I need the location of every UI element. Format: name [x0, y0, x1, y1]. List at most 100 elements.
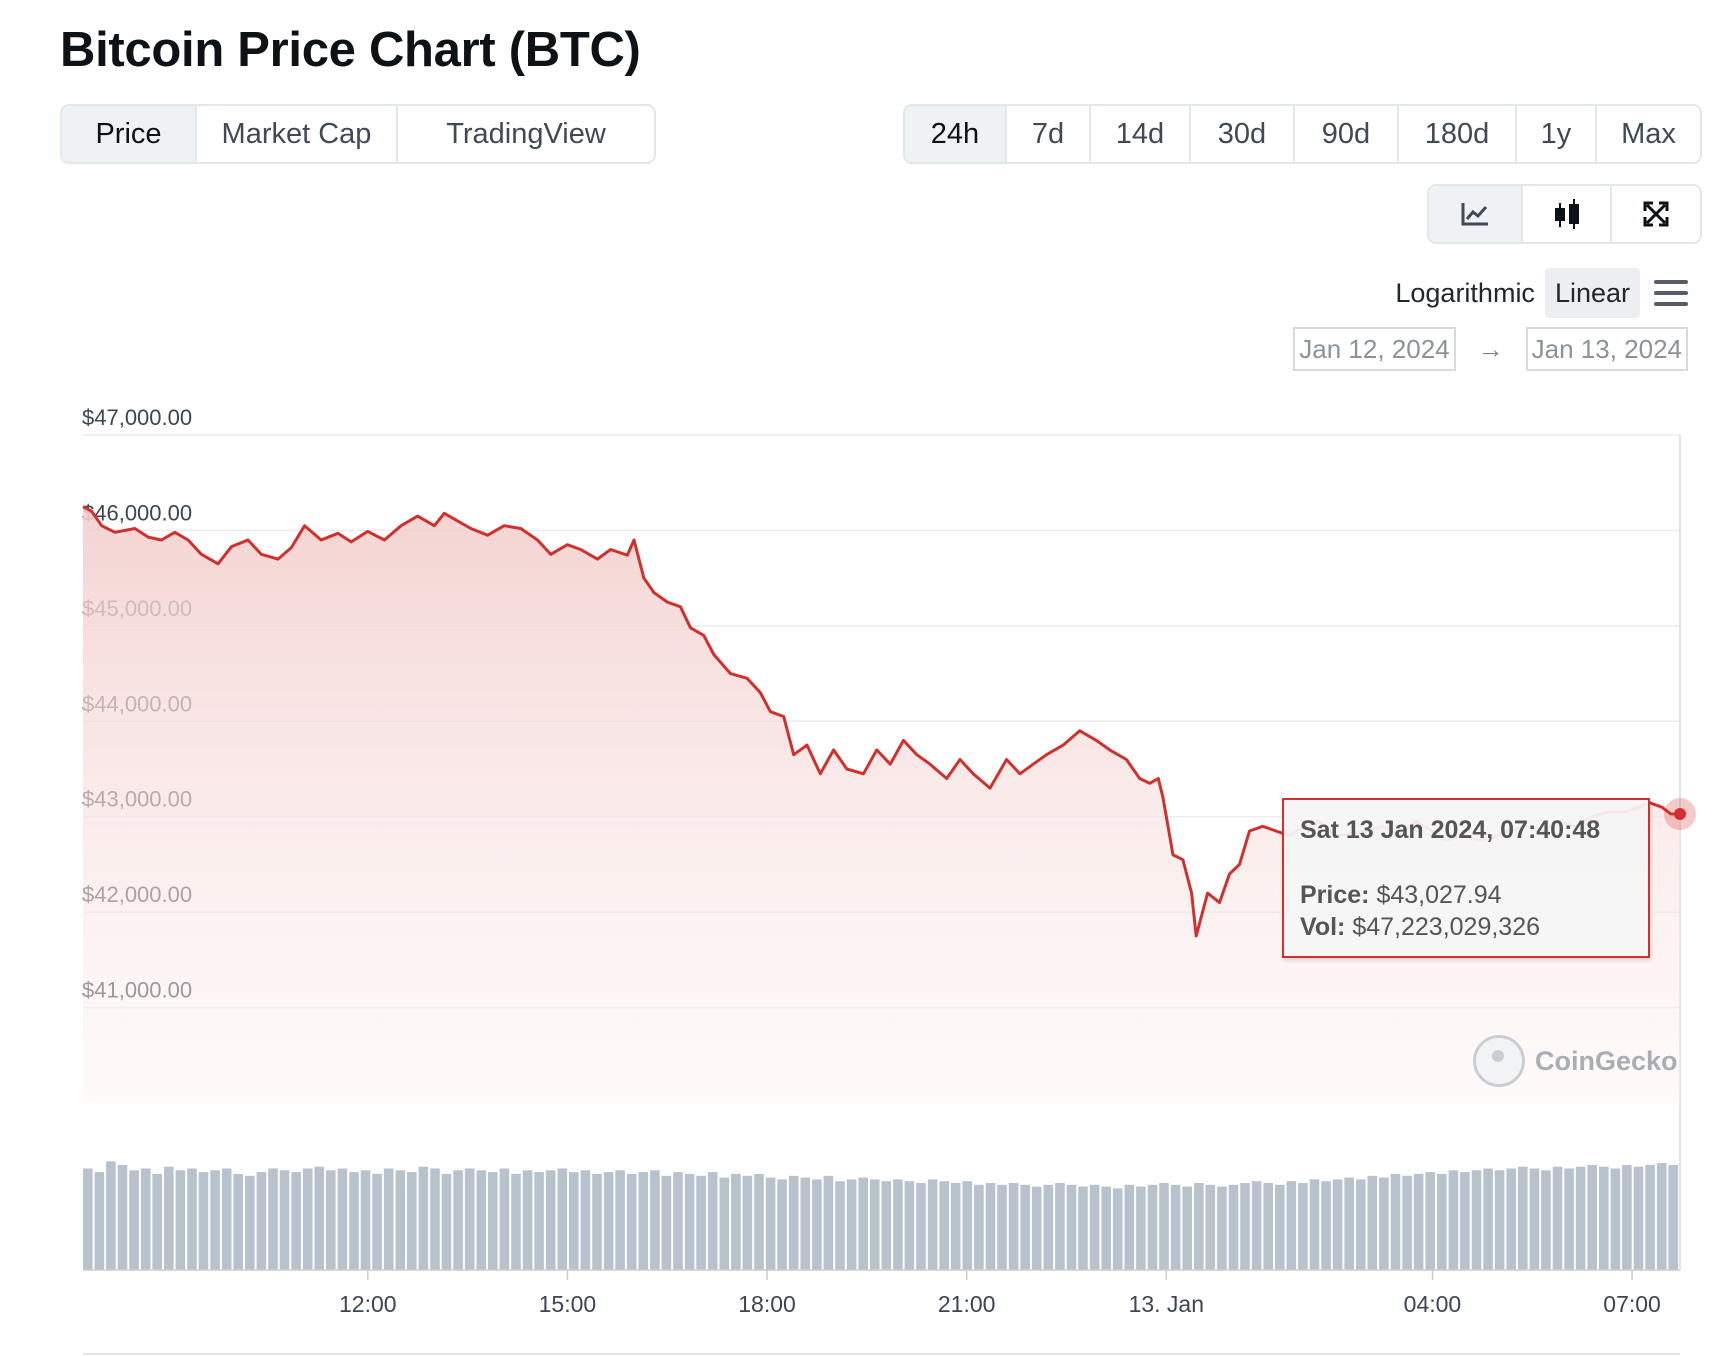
range-7d[interactable]: 7d [1007, 106, 1091, 162]
volume-bar [1031, 1186, 1042, 1270]
volume-bar [1182, 1186, 1192, 1270]
volume-bars [83, 1161, 1678, 1271]
hover-marker-dot [1674, 808, 1686, 821]
date-to-input[interactable]: Jan 13, 2024 [1525, 327, 1688, 371]
tab-tradingview[interactable]: TradingView [446, 117, 606, 150]
volume-bar [314, 1166, 324, 1270]
range-180d[interactable]: 180d [1399, 106, 1517, 162]
range-14d[interactable]: 14d [1091, 106, 1191, 162]
volume-bar [441, 1173, 452, 1270]
tooltip-date: Sat 13 Jan 2024, 07:40:48 [1300, 816, 1601, 844]
volume-bar [638, 1172, 649, 1270]
range-24h[interactable]: 24h [905, 106, 1007, 162]
tooltip-vol-label: Vol: [1300, 913, 1346, 941]
arrow-right-icon: → [1477, 333, 1504, 364]
volume-bar [1552, 1166, 1563, 1270]
volume-bar [511, 1173, 521, 1270]
volume-bar [1020, 1184, 1030, 1270]
volume-bar [1298, 1183, 1308, 1270]
volume-bar [395, 1170, 406, 1270]
volume-bar [1425, 1172, 1435, 1270]
volume-bar [1610, 1168, 1621, 1270]
volume-bar [291, 1172, 301, 1270]
candlestick-icon [1554, 199, 1579, 229]
date-from-input[interactable]: Jan 12, 2024 [1293, 327, 1456, 371]
volume-bar [326, 1170, 336, 1270]
volume-bar [950, 1183, 961, 1270]
fullscreen-button[interactable] [1612, 186, 1700, 242]
volume-bar [534, 1172, 544, 1270]
volume-bar [557, 1168, 568, 1270]
volume-bar [1240, 1183, 1250, 1270]
volume-bar [765, 1177, 776, 1270]
volume-bar [592, 1173, 602, 1270]
line-chart-button[interactable] [1429, 186, 1523, 242]
x-tick-label: 21:00 [938, 1291, 996, 1317]
volume-bar [904, 1181, 915, 1270]
range-1y[interactable]: 1y [1517, 106, 1597, 162]
time-range-tabs: 24h 7d 14d 30d 90d 180d 1y Max [903, 104, 1702, 164]
volume-bar [719, 1177, 730, 1270]
volume-bar [1599, 1166, 1609, 1270]
volume-bar [1286, 1181, 1297, 1270]
hover-marker [1664, 798, 1696, 831]
volume-bar [1170, 1184, 1181, 1270]
volume-bar [858, 1177, 868, 1270]
range-90d[interactable]: 90d [1295, 106, 1399, 162]
volume-bar [1217, 1186, 1227, 1270]
volume-bar [673, 1172, 683, 1270]
volume-bar [1321, 1181, 1331, 1270]
volume-bar [129, 1170, 139, 1270]
logarithmic-button[interactable]: Logarithmic [1395, 278, 1535, 308]
volume-bar [742, 1175, 753, 1271]
volume-bar [1228, 1184, 1239, 1270]
volume-bar [731, 1173, 741, 1270]
volume-bar [522, 1170, 533, 1270]
volume-bar [407, 1172, 417, 1270]
range-30d[interactable]: 30d [1191, 106, 1295, 162]
tooltip-price-value: $43,027.94 [1376, 881, 1502, 909]
volume-bar [661, 1175, 672, 1271]
linear-button[interactable]: Linear [1544, 268, 1640, 318]
volume-bar [453, 1170, 463, 1270]
volume-bar [117, 1164, 128, 1270]
tooltip-price-label: Price: [1300, 881, 1370, 909]
volume-bar [1078, 1186, 1088, 1270]
volume-bar [268, 1168, 278, 1270]
volume-bar [1136, 1186, 1146, 1270]
volume-bar [800, 1177, 811, 1270]
watermark-text: CoinGecko [1535, 1045, 1678, 1076]
hamburger-menu-icon[interactable] [1654, 280, 1688, 306]
volume-bar [1390, 1173, 1401, 1270]
fullscreen-icon [1643, 201, 1669, 227]
volume-bar [707, 1172, 718, 1270]
volume-bar [603, 1172, 614, 1270]
candlestick-button[interactable] [1523, 186, 1612, 242]
volume-bar [1529, 1168, 1540, 1270]
volume-bar [1089, 1184, 1100, 1270]
tooltip-vol-value: $47,223,029,326 [1352, 913, 1541, 941]
volume-bar [464, 1168, 475, 1270]
volume-bar [1124, 1184, 1135, 1270]
volume-bar [1645, 1164, 1655, 1270]
volume-bar [164, 1166, 174, 1270]
x-tick-label: 13. Jan [1129, 1291, 1204, 1317]
volume-bar [1263, 1183, 1273, 1270]
volume-bar [1587, 1164, 1597, 1270]
volume-bar [869, 1179, 880, 1270]
volume-bar [1471, 1170, 1482, 1270]
volume-bar [1622, 1164, 1632, 1270]
volume-bar [545, 1170, 556, 1270]
tab-market-cap[interactable]: Market Cap [197, 106, 398, 162]
range-max[interactable]: Max [1621, 117, 1676, 150]
volume-bar [256, 1172, 267, 1270]
coingecko-logo-icon [1473, 1035, 1525, 1087]
volume-bar [1633, 1166, 1644, 1270]
tab-price[interactable]: Price [62, 106, 197, 162]
x-tick-label: 15:00 [539, 1291, 597, 1317]
x-tick-label: 18:00 [738, 1291, 796, 1317]
volume-bar [1275, 1184, 1285, 1270]
x-tick-label: 07:00 [1603, 1291, 1661, 1317]
volume-bar [754, 1173, 764, 1270]
